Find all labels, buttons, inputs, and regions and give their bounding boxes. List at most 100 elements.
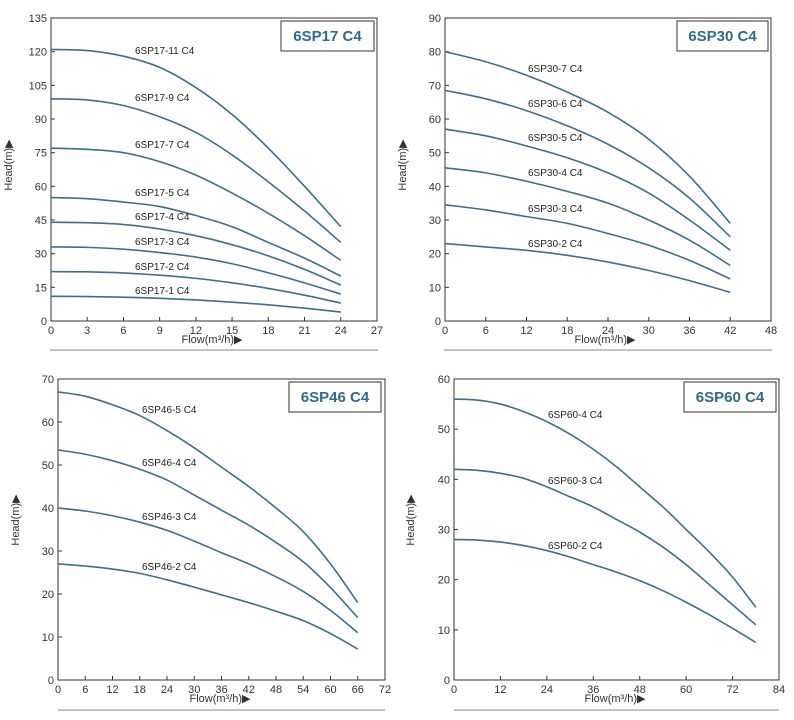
- chart-title: 6SP60 C4: [696, 389, 765, 406]
- series-curve: [444, 128, 731, 251]
- y-tick-label: 60: [35, 181, 47, 193]
- series-label: 6SP30-5 C4: [528, 133, 583, 144]
- x-tick-label: 18: [134, 684, 146, 696]
- x-tick-label: 0: [442, 325, 448, 337]
- series-label: 6SP17-2 C4: [135, 262, 190, 273]
- series-curve: [57, 507, 359, 634]
- series-curve: [50, 196, 342, 277]
- y-tick-label: 120: [29, 47, 47, 59]
- y-tick-label: 30: [35, 249, 47, 261]
- x-tick-label: 6: [483, 325, 489, 337]
- y-tick-label: 0: [48, 675, 54, 687]
- y-tick-label: 60: [438, 374, 450, 386]
- series-label: 6SP60-3 C4: [548, 476, 603, 487]
- series-label: 6SP30-4 C4: [528, 168, 583, 179]
- chart-title-box: [683, 381, 777, 413]
- x-tick-label: 12: [106, 684, 118, 696]
- x-tick-label: 48: [270, 684, 282, 696]
- y-tick-label: 0: [41, 316, 47, 328]
- y-tick-label: 105: [29, 80, 47, 92]
- x-tick-label: 6: [82, 684, 88, 696]
- y-tick-label: 90: [429, 13, 441, 25]
- series-curve: [50, 270, 341, 304]
- x-tick-label: 42: [724, 325, 736, 337]
- chart-panel-6sp60-c4: 0 12 24 36 48 60 72 84 0 10 20 30 40 50 60 6SP60 C4 Head…: [405, 374, 785, 711]
- y-tick-label: 40: [429, 181, 441, 193]
- series-curve: [50, 98, 342, 244]
- y-axis-label: Head(m)▶: [3, 139, 15, 191]
- y-tick-label: 40: [42, 503, 54, 515]
- series-label: 6SP46-2 C4: [142, 562, 197, 573]
- y-tick-label: 10: [429, 282, 441, 294]
- plot-frame: [57, 378, 386, 681]
- series-curve: [444, 242, 731, 294]
- x-tick-label: 24: [541, 684, 553, 696]
- series-label: 6SP30-6 C4: [528, 99, 583, 110]
- x-tick-label: 15: [226, 325, 238, 337]
- series-label: 6SP17-3 C4: [135, 237, 190, 248]
- series-curve: [453, 468, 757, 626]
- y-tick-label: 60: [429, 114, 441, 126]
- series-label: 6SP17-5 C4: [135, 188, 190, 199]
- y-tick-label: 20: [42, 589, 54, 601]
- chart-panel-6sp46-c4: 0 6 12 18 24 30 36 42 48 54 60 66 72 0 10 20 30 40 50 60 70 6…: [10, 374, 391, 711]
- x-tick-label: 30: [188, 684, 200, 696]
- x-tick-label: 24: [602, 325, 614, 337]
- series-label: 6SP17-1 C4: [135, 286, 190, 297]
- y-tick-label: 30: [42, 546, 54, 558]
- plot-frame: [453, 378, 780, 681]
- x-tick-label: 30: [643, 325, 655, 337]
- x-tick-label: 18: [561, 325, 573, 337]
- chart-panel-6sp17-c4: 0 3 6 9 12 15 18 21 24 27 0 15 30 45 60 75 90 105 120 135 6S…: [3, 13, 383, 351]
- x-tick-label: 36: [587, 684, 599, 696]
- x-tick-label: 21: [298, 325, 310, 337]
- y-tick-label: 20: [438, 575, 450, 587]
- y-tick-label: 20: [429, 249, 441, 261]
- series-curve: [50, 221, 342, 286]
- y-tick-label: 70: [429, 80, 441, 92]
- series-curve: [453, 538, 757, 644]
- series-label: 6SP46-3 C4: [142, 512, 197, 523]
- series-curve: [453, 398, 757, 608]
- y-axis-label: Head(m)▶: [397, 139, 409, 191]
- series-curve: [444, 167, 731, 267]
- y-tick-label: 80: [429, 47, 441, 59]
- x-tick-label: 48: [765, 325, 777, 337]
- y-tick-label: 50: [438, 424, 450, 436]
- y-tick-label: 10: [438, 625, 450, 637]
- x-tick-label: 60: [680, 684, 692, 696]
- x-axis-label: Flow(m³/h)▶: [181, 334, 243, 346]
- series-label: 6SP30-2 C4: [528, 239, 583, 250]
- series-label: 6SP17-4 C4: [135, 212, 190, 223]
- x-tick-label: 18: [262, 325, 274, 337]
- x-axis-label: Flow(m³/h)▶: [574, 334, 636, 346]
- chart-title: 6SP17 C4: [293, 28, 362, 45]
- x-tick-label: 0: [451, 684, 457, 696]
- y-tick-label: 75: [35, 148, 47, 160]
- x-tick-label: 12: [494, 684, 506, 696]
- x-tick-label: 36: [215, 684, 227, 696]
- series-label: 6SP17-11 C4: [135, 46, 195, 57]
- chart-panel-6sp30-c4: 0 6 12 18 24 30 36 42 48 0 10 20 30 40 50 60 70 80 90 6SP30…: [397, 13, 777, 351]
- x-axis-label: Flow(m³/h)▶: [189, 693, 251, 705]
- series-label: 6SP17-7 C4: [135, 140, 190, 151]
- chart-title-box: [288, 381, 382, 413]
- series-curve: [57, 391, 359, 604]
- y-tick-label: 60: [42, 417, 54, 429]
- series-curve: [444, 50, 731, 224]
- x-tick-label: 84: [773, 684, 785, 696]
- series-curve: [57, 449, 359, 619]
- y-axis-label: Head(m)▶: [10, 494, 22, 546]
- x-tick-label: 42: [243, 684, 255, 696]
- series-curve: [50, 295, 341, 313]
- x-axis-label: Flow(m³/h)▶: [584, 693, 646, 705]
- x-tick-label: 0: [48, 325, 54, 337]
- y-tick-label: 90: [35, 114, 47, 126]
- series-curve: [50, 48, 342, 228]
- y-tick-label: 70: [42, 374, 54, 386]
- chart-title: 6SP30 C4: [688, 28, 757, 45]
- series-curve: [57, 563, 359, 650]
- x-tick-label: 72: [379, 684, 391, 696]
- x-tick-label: 24: [335, 325, 347, 337]
- y-tick-label: 135: [29, 13, 47, 25]
